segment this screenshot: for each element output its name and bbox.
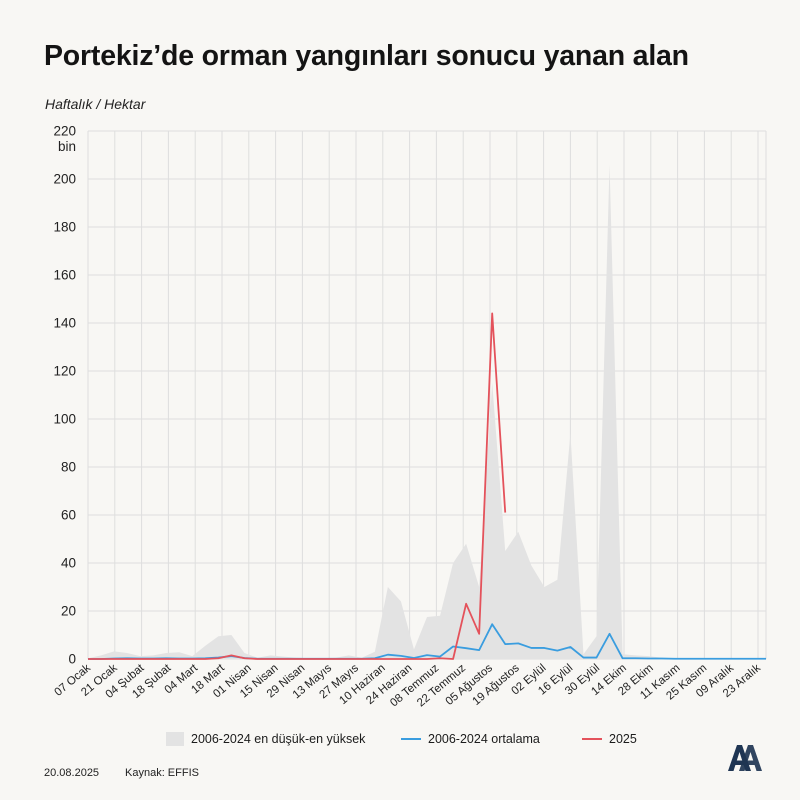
y-unit-label: bin bbox=[58, 139, 76, 154]
chart-legend: 2006-2024 en düşük-en yüksek 2006-2024 o… bbox=[0, 732, 800, 752]
chart-subtitle: Haftalık / Hektar bbox=[45, 96, 146, 112]
legend-item-2025: 2025 bbox=[582, 732, 637, 746]
y-tick-label: 140 bbox=[53, 316, 76, 331]
legend-item-average: 2006-2024 ortalama bbox=[401, 732, 540, 746]
y-tick-label: 60 bbox=[61, 508, 76, 523]
grid-layer bbox=[87, 130, 767, 660]
y-tick-label: 40 bbox=[61, 556, 76, 571]
anadolu-agency-logo bbox=[728, 745, 762, 771]
y-tick-label: 20 bbox=[61, 604, 76, 619]
y-tick-label: 80 bbox=[61, 460, 76, 475]
legend-swatch-average bbox=[401, 738, 421, 740]
series-range-area bbox=[88, 164, 766, 659]
y-tick-label: 100 bbox=[53, 412, 76, 427]
legend-label-2025: 2025 bbox=[609, 732, 637, 746]
legend-label-range: 2006-2024 en düşük-en yüksek bbox=[191, 732, 366, 746]
y-tick-label: 200 bbox=[53, 172, 76, 187]
y-tick-label: 0 bbox=[68, 652, 76, 667]
y-tick-label: 160 bbox=[53, 268, 76, 283]
footer-source: Kaynak: EFFIS bbox=[125, 767, 199, 779]
footer-date: 20.08.2025 bbox=[44, 767, 100, 779]
page-title: Portekiz’de orman yangınları sonucu yana… bbox=[44, 40, 689, 72]
legend-label-average: 2006-2024 ortalama bbox=[428, 732, 540, 746]
legend-swatch-2025 bbox=[582, 738, 602, 740]
y-tick-label: 120 bbox=[53, 364, 76, 379]
series-layer bbox=[88, 164, 766, 660]
y-tick-label: 220 bbox=[53, 124, 76, 139]
legend-item-range: 2006-2024 en düşük-en yüksek bbox=[166, 732, 365, 746]
legend-swatch-range bbox=[166, 732, 184, 746]
series-2025-line bbox=[88, 312, 507, 660]
y-tick-label: 180 bbox=[53, 220, 76, 235]
